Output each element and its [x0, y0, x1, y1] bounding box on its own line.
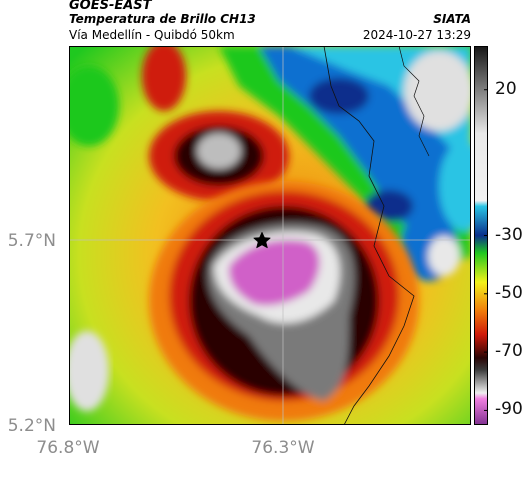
satellite-title: GOES-EAST [69, 0, 152, 13]
colorbar-tick-label: -50 [495, 282, 523, 303]
star-icon [252, 231, 272, 249]
lat-label-5.7: 5.7°N [7, 231, 56, 251]
river-line [398, 46, 430, 157]
lon-label-76.8: 76.8°W [36, 438, 100, 458]
lon-label-76.3: 76.3°W [251, 438, 315, 458]
colorbar-tick-label: -70 [495, 341, 523, 362]
route-label: Vía Medellín - Quibdó 50km [69, 28, 235, 42]
colorbar-tick-label: 20 [495, 78, 517, 99]
map-frame [69, 46, 471, 425]
border-line [323, 46, 415, 425]
colorbar [474, 46, 488, 425]
convective-core [149, 181, 419, 421]
colorbar-tick-label: -90 [495, 399, 523, 420]
cloud-ne [219, 46, 471, 281]
lat-label-5.2: 5.2°N [7, 416, 56, 436]
cloud-sw-grey [69, 331, 109, 411]
cloud-nw-red [69, 46, 289, 201]
colorbar-fill [474, 46, 488, 425]
product-title: Temperatura de Brillo CH13 [69, 12, 256, 26]
brand-label: SIATA [433, 12, 471, 26]
brightness-temperature-map [69, 46, 471, 425]
timestamp: 2024-10-27 13:29 [362, 28, 471, 42]
colorbar-tick-label: -30 [495, 224, 523, 245]
